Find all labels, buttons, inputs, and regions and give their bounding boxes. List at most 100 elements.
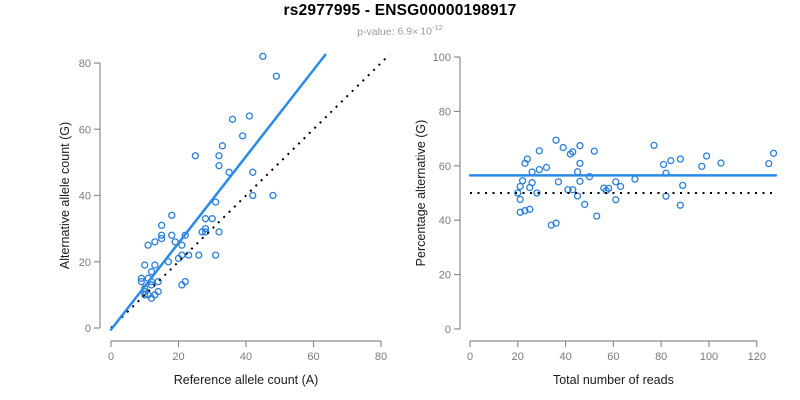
left-data-point — [157, 234, 166, 243]
x-tick-label: 20 — [512, 351, 524, 363]
right-data-point — [514, 189, 522, 197]
left-data-point — [157, 221, 166, 229]
left-data-point — [215, 162, 223, 170]
right-data-point — [612, 196, 620, 204]
right-data-point — [573, 192, 582, 200]
left-y-axis-label: Alternative allele count (G) — [58, 122, 72, 269]
right-x-axis-label: Total number of reads — [553, 373, 674, 387]
left-panel: 0 20 40 60 80 0 20 40 60 80 Reference allele count… — [58, 52, 391, 387]
y-tick-label: 80 — [79, 58, 91, 70]
left-data-point — [245, 112, 254, 120]
right-data-point — [650, 141, 658, 150]
left-data-point — [191, 152, 200, 160]
left-data-point — [195, 251, 203, 259]
x-tick-label: 40 — [240, 351, 252, 363]
y-tick-label: 0 — [85, 323, 91, 335]
x-tick-label: 80 — [375, 351, 387, 363]
right-data-point — [576, 142, 584, 150]
right-panel: 0 20 40 60 80 100 0 20 40 60 80 100 120 Total number … — [414, 52, 778, 387]
y-tick-label: 20 — [439, 270, 451, 282]
right-data-point — [667, 156, 675, 165]
right-data-point — [765, 159, 773, 168]
x-tick-label: 80 — [655, 351, 667, 363]
left-data-point — [141, 261, 149, 269]
right-data-point — [566, 150, 575, 158]
left-data-point — [178, 241, 186, 249]
left-data-point — [272, 72, 281, 80]
left-data-point — [201, 224, 210, 233]
right-data-point — [676, 155, 684, 163]
right-data-point — [662, 192, 670, 200]
right-data-point — [535, 147, 543, 155]
right-data-point — [516, 208, 524, 216]
left-data-point — [147, 268, 156, 276]
right-data-point — [769, 149, 778, 157]
right-data-point — [717, 159, 725, 167]
left-x-axis-label: Reference allele count (A) — [174, 373, 319, 387]
right-y-axis-label: Percentage alternative (G) — [414, 120, 428, 267]
right-data-point — [590, 147, 598, 155]
right-data-point — [518, 177, 527, 185]
x-tick-label: 40 — [559, 351, 571, 363]
right-data-point — [600, 184, 608, 192]
left-data-point — [181, 277, 189, 286]
x-tick-label: 100 — [700, 351, 718, 363]
left-data-point — [218, 142, 227, 150]
right-data-point — [581, 200, 589, 209]
left-data-point — [215, 152, 223, 160]
right-data-point — [554, 178, 563, 186]
left-data-point — [144, 241, 152, 249]
y-tick-label: 20 — [79, 257, 91, 269]
right-data-point — [593, 212, 601, 220]
right-data-point — [559, 143, 567, 152]
left-data-point — [184, 251, 193, 259]
right-data-point — [542, 163, 551, 172]
left-data-point — [168, 231, 176, 239]
left-data-point — [137, 277, 146, 286]
left-data-point — [228, 115, 237, 123]
y-tick-label: 80 — [439, 106, 451, 118]
left-data-point — [249, 168, 257, 176]
right-data-point — [521, 159, 529, 168]
left-data-point — [269, 191, 277, 200]
left-data-point — [215, 228, 223, 236]
right-data-point — [526, 183, 534, 192]
left-data-point — [137, 274, 146, 282]
x-tick-label: 120 — [748, 351, 766, 363]
x-tick-label: 60 — [607, 351, 619, 363]
right-data-point — [573, 168, 582, 176]
right-data-point — [616, 182, 625, 191]
right-data-point — [521, 207, 529, 215]
right-data-point — [698, 162, 706, 170]
right-data-point — [526, 205, 534, 213]
right-data-point — [612, 178, 620, 186]
left-data-point — [181, 231, 189, 239]
left-data-point — [154, 287, 162, 296]
right-data-point — [533, 189, 541, 197]
right-data-point — [679, 181, 687, 190]
y-tick-label: 40 — [79, 191, 91, 203]
left-data-point — [168, 211, 176, 220]
y-tick-label: 100 — [433, 52, 451, 64]
right-data-point — [552, 136, 560, 144]
left-data-point — [201, 215, 210, 223]
left-data-point — [154, 277, 162, 286]
y-tick-label: 60 — [439, 161, 451, 173]
right-data-point — [535, 165, 543, 174]
right-data-point — [676, 201, 684, 209]
right-data-point — [576, 159, 584, 168]
left-data-point — [147, 294, 156, 302]
left-data-point — [249, 191, 257, 200]
left-data-point — [151, 261, 159, 269]
x-tick-label: 60 — [307, 351, 319, 363]
x-tick-label: 20 — [172, 351, 184, 363]
left-data-point — [157, 231, 166, 239]
left-data-point — [211, 198, 220, 206]
y-tick-label: 0 — [445, 324, 451, 336]
left-data-point — [208, 215, 216, 223]
left-data-point — [259, 52, 267, 61]
right-data-point — [604, 184, 613, 193]
left-data-point — [211, 251, 220, 259]
